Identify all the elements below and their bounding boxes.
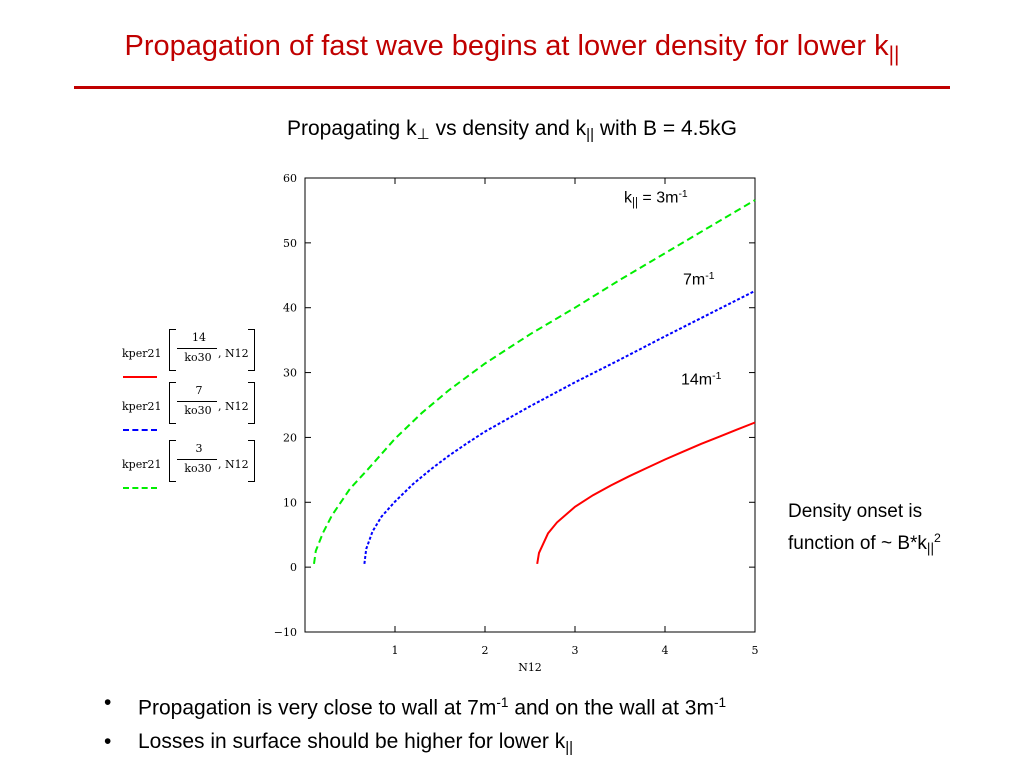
legend-entry-k7: kper21 7 ko30 , N12 [122,382,262,440]
legend-argument: , N12 [218,458,249,471]
y-tick-label: 0 [290,561,297,574]
legend-bracket-right [248,382,255,424]
legend-fraction-denominator: ko30 [184,404,212,417]
series-line-0 [536,421,756,565]
x-tick-label: 4 [662,644,669,657]
legend-bracket-left [169,382,176,424]
legend-bracket-right [248,440,255,482]
legend-entry-k3: kper21 3 ko30 , N12 [122,440,262,498]
series-layer [313,199,756,565]
bullet-item: Losses in surface should be higher for l… [104,725,726,764]
y-tick-label: −10 [274,626,297,639]
legend-fraction-bar [177,459,217,460]
legend-swatch-blue [123,429,157,431]
legend-swatch-red [123,376,157,378]
y-axis-ticks: −10 0 10 20 30 40 50 60 [274,172,755,639]
legend-fraction-bar [177,401,217,402]
legend-entry-k14: kper21 14 ko30 , N12 [122,329,262,387]
x-tick-label: 3 [572,644,579,657]
chart-subtitle: Propagating k⊥ vs density and k|| with B… [286,117,738,144]
onset-note-line1: Density onset is [788,501,923,522]
legend-fraction-numerator: 3 [195,442,203,455]
legend-bracket-right [248,329,255,371]
legend-argument: , N12 [218,347,249,360]
legend-bracket-left [169,329,176,371]
x-axis-ticks: 1 2 3 4 5 [392,178,759,657]
y-tick-label: 20 [283,431,297,444]
legend-bracket-left [169,440,176,482]
legend-function-name: kper21 [122,347,162,360]
y-tick-label: 30 [283,367,297,380]
legend-function-name: kper21 [122,400,162,413]
legend-fraction-denominator: ko30 [184,462,212,475]
onset-note-line2: function of ~ B*k||2 [788,531,941,556]
legend-argument: , N12 [218,400,249,413]
bullet-list: Propagation is very close to wall at 7m-… [104,686,726,764]
legend-fraction-numerator: 7 [195,384,203,397]
y-tick-label: 50 [283,237,297,250]
x-tick-label: 5 [752,644,759,657]
x-tick-label: 2 [482,644,489,657]
x-axis-label: N12 [518,661,542,674]
legend-fraction-numerator: 14 [192,331,206,344]
x-tick-label: 1 [392,644,399,657]
series-line-1 [363,290,756,565]
legend-function-name: kper21 [122,458,162,471]
y-tick-label: 40 [283,302,297,315]
annotation-k3: k|| = 3m-1 [624,189,688,209]
annotation-k14: 14m-1 [681,371,722,389]
legend-fraction-bar [177,348,217,349]
legend-fraction-denominator: ko30 [184,351,212,364]
annotation-k7: 7m-1 [683,271,715,289]
y-tick-label: 60 [283,172,297,185]
density-onset-note: Density onset is function of ~ B*k||2 [788,498,941,562]
plot-frame [304,177,756,633]
series-line-2 [313,199,756,565]
y-tick-label: 10 [283,496,297,509]
title-underline [74,86,950,89]
legend-swatch-green [123,487,157,489]
slide-title: Propagation of fast wave begins at lower… [124,30,900,66]
bullet-item: Propagation is very close to wall at 7m-… [104,686,726,725]
